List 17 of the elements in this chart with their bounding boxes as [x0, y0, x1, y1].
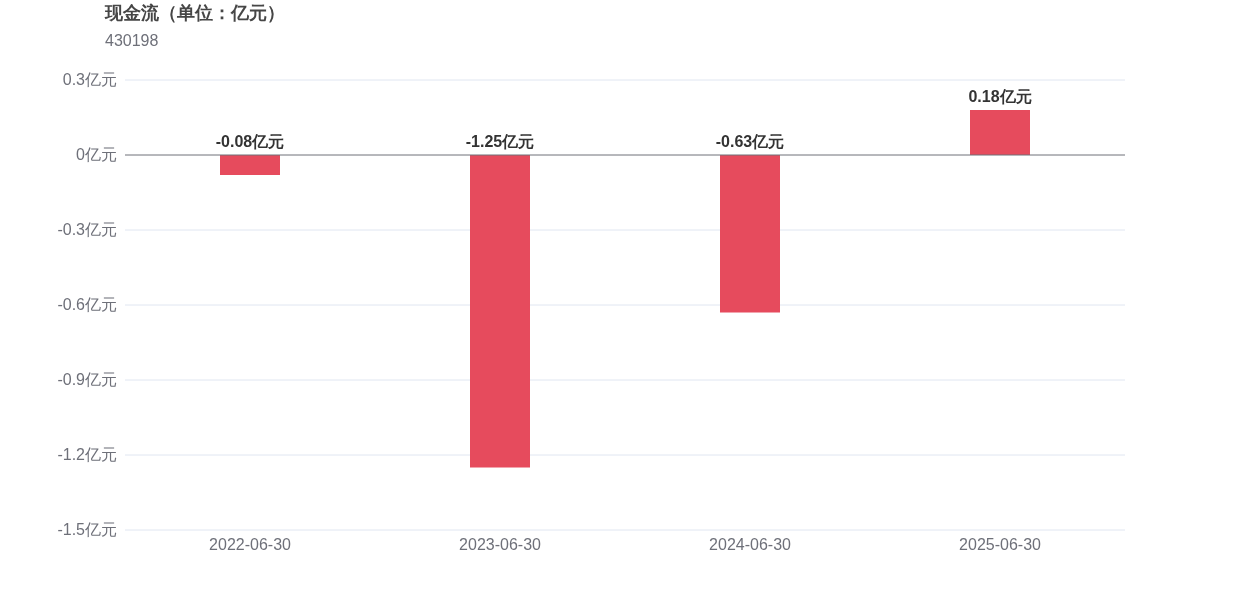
y-tick-label: -1.5亿元 — [57, 521, 117, 538]
y-tick-label: 0亿元 — [76, 146, 117, 163]
data-label: -0.08亿元 — [215, 133, 285, 150]
y-tick-label: -1.2亿元 — [57, 446, 117, 463]
y-tick-label: -0.3亿元 — [57, 221, 117, 238]
x-tick-label: 2022-06-30 — [209, 536, 292, 553]
x-tick-label: 2025-06-30 — [959, 536, 1042, 553]
chart-title: 现金流（单位：亿元） — [104, 3, 285, 23]
data-label: 0.18亿元 — [968, 88, 1032, 105]
x-tick-label: 2024-06-30 — [709, 536, 792, 553]
x-tick-label: 2023-06-30 — [459, 536, 542, 553]
y-tick-label: -0.9亿元 — [57, 371, 117, 388]
data-label: -1.25亿元 — [465, 133, 535, 150]
y-tick-label: 0.3亿元 — [62, 71, 117, 88]
data-label: -0.63亿元 — [715, 133, 785, 150]
chart-subtitle: 430198 — [105, 32, 159, 49]
y-tick-label: -0.6亿元 — [57, 296, 117, 313]
